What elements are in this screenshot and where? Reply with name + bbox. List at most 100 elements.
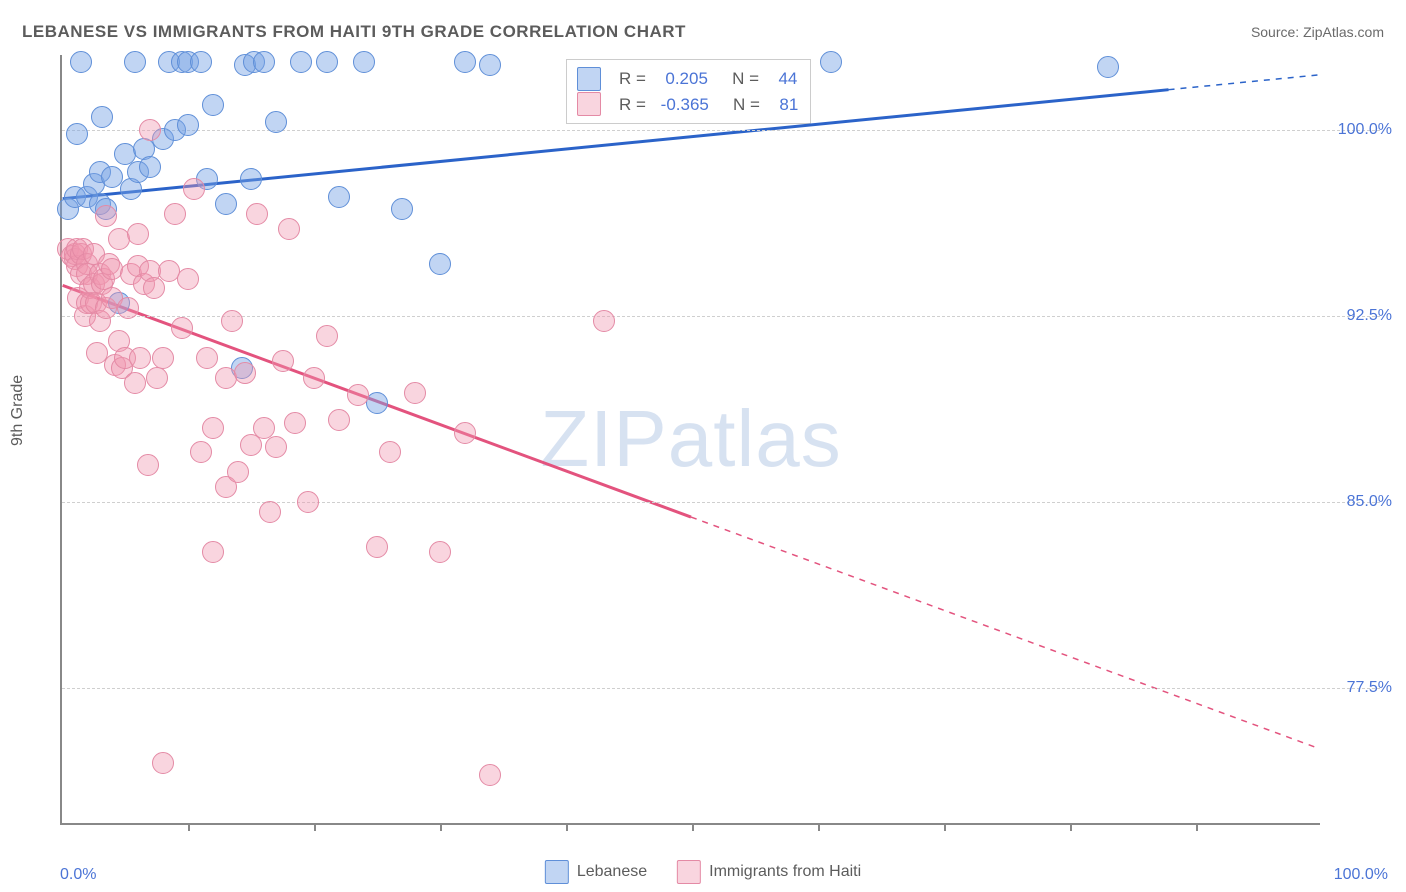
stat-n-lebanese: 44 bbox=[778, 66, 797, 92]
stat-label-n: N = bbox=[719, 92, 770, 118]
data-point bbox=[253, 417, 275, 439]
data-point bbox=[91, 106, 113, 128]
watermark-thin: atlas bbox=[668, 394, 842, 483]
stats-row-haiti: R = -0.365 N = 81 bbox=[577, 92, 798, 118]
data-point bbox=[284, 412, 306, 434]
legend-item-haiti: Immigrants from Haiti bbox=[677, 860, 861, 884]
data-point bbox=[137, 454, 159, 476]
trend-line-dashed bbox=[1169, 75, 1320, 90]
x-tick bbox=[692, 823, 694, 831]
data-point bbox=[366, 536, 388, 558]
x-tick bbox=[944, 823, 946, 831]
data-point bbox=[272, 350, 294, 372]
data-point bbox=[593, 310, 615, 332]
data-point bbox=[190, 441, 212, 463]
data-point bbox=[66, 123, 88, 145]
data-point bbox=[177, 268, 199, 290]
data-point bbox=[391, 198, 413, 220]
correlation-stats-box: R = 0.205 N = 44 R = -0.365 N = 81 bbox=[566, 59, 811, 124]
swatch-pink-icon bbox=[677, 860, 701, 884]
data-point bbox=[259, 501, 281, 523]
data-point bbox=[353, 51, 375, 73]
data-point bbox=[143, 277, 165, 299]
data-point bbox=[240, 168, 262, 190]
stat-r-haiti: -0.365 bbox=[661, 92, 709, 118]
x-tick bbox=[440, 823, 442, 831]
data-point bbox=[171, 317, 193, 339]
y-tick-label: 77.5% bbox=[1347, 679, 1392, 697]
watermark: ZIPatlas bbox=[540, 393, 841, 485]
gridline bbox=[62, 316, 1380, 317]
data-point bbox=[124, 372, 146, 394]
data-point bbox=[221, 310, 243, 332]
data-point bbox=[253, 51, 275, 73]
legend: Lebanese Immigrants from Haiti bbox=[545, 860, 861, 884]
data-point bbox=[127, 223, 149, 245]
data-point bbox=[129, 347, 151, 369]
data-point bbox=[328, 186, 350, 208]
x-tick bbox=[818, 823, 820, 831]
stat-label-r: R = bbox=[619, 92, 651, 118]
y-tick-label: 85.0% bbox=[1347, 493, 1392, 511]
chart-plot-area: ZIPatlas R = 0.205 N = 44 R = -0.365 N =… bbox=[60, 55, 1320, 825]
data-point bbox=[454, 422, 476, 444]
x-tick bbox=[1070, 823, 1072, 831]
y-tick-label: 100.0% bbox=[1338, 121, 1392, 139]
data-point bbox=[297, 491, 319, 513]
data-point bbox=[328, 409, 350, 431]
data-point bbox=[234, 362, 256, 384]
data-point bbox=[820, 51, 842, 73]
data-point bbox=[183, 178, 205, 200]
data-point bbox=[366, 392, 388, 414]
legend-label-lebanese: Lebanese bbox=[577, 863, 647, 881]
legend-label-haiti: Immigrants from Haiti bbox=[709, 863, 861, 881]
data-point bbox=[290, 51, 312, 73]
data-point bbox=[246, 203, 268, 225]
legend-item-lebanese: Lebanese bbox=[545, 860, 647, 884]
gridline bbox=[62, 688, 1380, 689]
watermark-bold: ZIP bbox=[540, 394, 667, 483]
y-axis-label: 9th Grade bbox=[9, 375, 27, 446]
data-point bbox=[202, 94, 224, 116]
data-point bbox=[479, 764, 501, 786]
data-point bbox=[429, 541, 451, 563]
gridline bbox=[62, 130, 1380, 131]
x-tick bbox=[188, 823, 190, 831]
data-point bbox=[278, 218, 300, 240]
data-point bbox=[70, 51, 92, 73]
x-axis-max-label: 100.0% bbox=[1334, 866, 1388, 884]
data-point bbox=[190, 51, 212, 73]
data-point bbox=[265, 111, 287, 133]
data-point bbox=[152, 752, 174, 774]
trend-line-dashed bbox=[691, 517, 1319, 749]
data-point bbox=[117, 297, 139, 319]
swatch-pink-icon bbox=[577, 92, 601, 116]
stats-row-lebanese: R = 0.205 N = 44 bbox=[577, 66, 798, 92]
data-point bbox=[404, 382, 426, 404]
data-point bbox=[95, 205, 117, 227]
data-point bbox=[124, 51, 146, 73]
stat-r-lebanese: 0.205 bbox=[665, 66, 708, 92]
stat-label-n: N = bbox=[718, 66, 769, 92]
swatch-blue-icon bbox=[545, 860, 569, 884]
x-tick bbox=[314, 823, 316, 831]
data-point bbox=[347, 384, 369, 406]
data-point bbox=[202, 417, 224, 439]
data-point bbox=[303, 367, 325, 389]
data-point bbox=[316, 325, 338, 347]
data-point bbox=[454, 51, 476, 73]
x-tick bbox=[566, 823, 568, 831]
data-point bbox=[139, 156, 161, 178]
data-point bbox=[1097, 56, 1119, 78]
data-point bbox=[164, 203, 186, 225]
stat-label-r: R = bbox=[619, 66, 655, 92]
data-point bbox=[316, 51, 338, 73]
source-attribution: Source: ZipAtlas.com bbox=[1251, 24, 1384, 40]
data-point bbox=[146, 367, 168, 389]
data-point bbox=[202, 541, 224, 563]
x-tick bbox=[1196, 823, 1198, 831]
data-point bbox=[429, 253, 451, 275]
data-point bbox=[152, 347, 174, 369]
data-point bbox=[379, 441, 401, 463]
data-point bbox=[139, 119, 161, 141]
